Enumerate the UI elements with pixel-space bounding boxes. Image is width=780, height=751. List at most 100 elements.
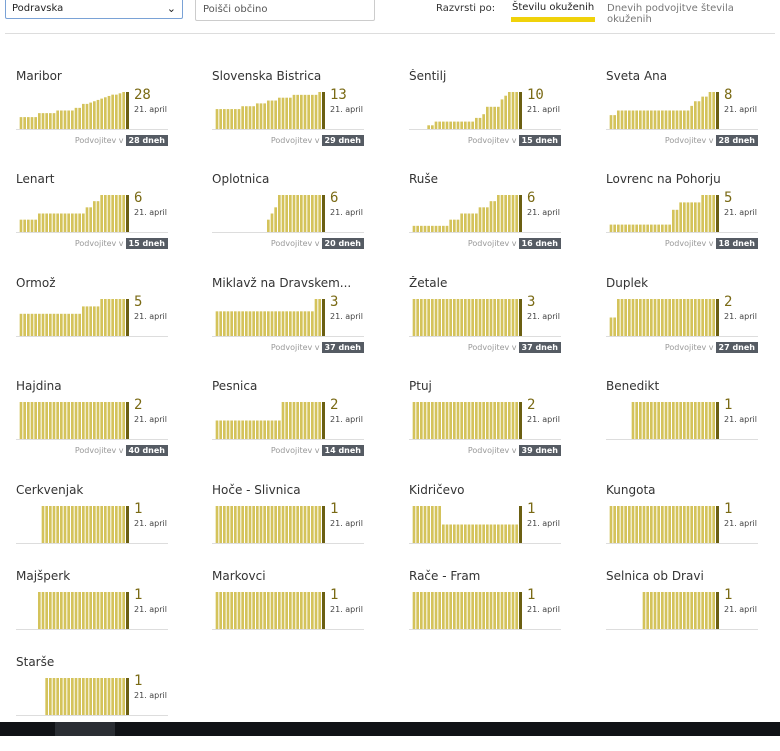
bar — [449, 402, 452, 439]
bar — [245, 506, 248, 543]
municipality-card[interactable]: Slovenska Bistrica 13 21. april Podvojitev … — [212, 69, 372, 165]
municipality-card[interactable]: Oplotnica 6 21. april Podvojitev v 20 dneh — [212, 172, 372, 268]
date-label: 21. april — [134, 605, 167, 614]
doubling-badge: 28 dneh — [125, 135, 168, 146]
municipality-card[interactable]: Rače - Fram 1 21. april — [409, 569, 569, 665]
bar — [219, 506, 222, 543]
bar — [664, 299, 668, 336]
bar — [664, 592, 668, 629]
bar — [511, 592, 515, 629]
bar — [303, 402, 307, 439]
doubling-info: Podvojitev v 16 dneh — [468, 238, 561, 249]
bar — [657, 506, 660, 543]
bar — [311, 311, 314, 336]
bar — [100, 506, 103, 543]
municipality-card[interactable]: Lovrenc na Pohorju 5 21. april Podvojitev v… — [606, 172, 766, 268]
bar — [263, 311, 266, 336]
bar — [274, 506, 277, 543]
bar — [74, 592, 78, 629]
bar — [697, 402, 701, 439]
bar — [318, 299, 321, 336]
municipality-card[interactable]: Cerkvenjak 1 21. april — [16, 483, 176, 579]
bar — [307, 195, 310, 232]
bar — [237, 420, 241, 439]
sort-option-cases[interactable]: Številu okuženih — [511, 1, 596, 22]
bar — [445, 402, 449, 439]
municipality-card[interactable]: Kidričevo 1 21. april — [409, 483, 569, 579]
municipality-card[interactable]: Šentilj 10 21. april Podvojitev v 15 dneh — [409, 69, 569, 165]
bar — [694, 592, 697, 629]
doubling-label: Podvojitev v — [467, 136, 517, 145]
municipality-card[interactable]: Majšperk 1 21. april — [16, 569, 176, 665]
bar — [52, 313, 56, 336]
bar — [41, 506, 45, 543]
bar — [85, 402, 89, 439]
today-marker — [126, 92, 129, 129]
bar — [661, 110, 664, 129]
bar — [690, 402, 693, 439]
municipality-card[interactable]: Benedikt 1 21. april — [606, 379, 766, 475]
search-input[interactable]: Poišči občino — [195, 0, 375, 21]
municipality-card[interactable]: Ptuj 2 21. april Podvojitev v 39 dneh — [409, 379, 569, 475]
bar — [701, 506, 704, 543]
doubling-badge: 14 dneh — [321, 445, 364, 456]
bar — [631, 224, 635, 232]
bar — [71, 313, 74, 336]
municipality-card[interactable]: Hoče - Slivnica 1 21. april — [212, 483, 372, 579]
bar — [617, 110, 620, 129]
bar — [278, 506, 281, 543]
municipality-card[interactable]: Markovci 1 21. april — [212, 569, 372, 665]
bar — [215, 506, 219, 543]
bar — [664, 110, 668, 129]
taskbar-button[interactable] — [55, 722, 115, 736]
bar — [252, 311, 255, 336]
bar — [486, 106, 489, 129]
bar — [45, 506, 48, 543]
bar — [642, 506, 646, 543]
bar — [241, 311, 244, 336]
today-marker — [716, 92, 719, 129]
bar — [215, 311, 219, 336]
municipality-card[interactable]: Selnica ob Dravi 1 21. april — [606, 569, 766, 665]
bar — [115, 592, 118, 629]
municipality-card[interactable]: Sveta Ana 8 21. april Podvojitev v 28 dneh — [606, 69, 766, 165]
case-count: 1 — [724, 397, 733, 413]
date-label: 21. april — [527, 105, 560, 114]
doubling-badge: 40 dneh — [125, 445, 168, 456]
municipality-card[interactable]: Ruše 6 21. april Podvojitev v 16 dneh — [409, 172, 569, 268]
case-count: 6 — [527, 190, 536, 206]
municipality-card[interactable]: Maribor 28 21. april Podvojitev v 28 dneh — [16, 69, 176, 165]
sparkline-chart — [606, 299, 758, 337]
bar — [41, 213, 45, 232]
municipality-card[interactable]: Duplek 2 21. april Podvojitev v 27 dneh — [606, 276, 766, 372]
bar — [96, 678, 100, 715]
bar — [442, 299, 445, 336]
bar — [303, 94, 307, 129]
municipality-card[interactable]: Ormož 5 21. april — [16, 276, 176, 372]
sort-option-doubling[interactable]: Dnevih podvojitve števila okuženih — [607, 3, 734, 25]
bar — [93, 592, 96, 629]
municipality-card[interactable]: Starše 1 21. april — [16, 655, 176, 751]
bar — [118, 592, 122, 629]
municipality-name: Kungota — [606, 483, 656, 497]
municipality-card[interactable]: Lenart 6 21. april Podvojitev v 15 dneh — [16, 172, 176, 268]
bar — [314, 592, 318, 629]
bar — [292, 506, 296, 543]
municipality-card[interactable]: Kungota 1 21. april — [606, 483, 766, 579]
bar — [515, 592, 518, 629]
bar — [508, 592, 511, 629]
bar — [96, 201, 100, 232]
bar — [267, 506, 270, 543]
bar — [453, 402, 456, 439]
municipality-card[interactable]: Miklavž na Dravskem... 3 21. april Podvojit… — [212, 276, 372, 372]
municipality-card[interactable]: Pesnica 2 21. april Podvojitev v 14 dneh — [212, 379, 372, 475]
region-select[interactable]: Podravska ⌄ — [5, 0, 183, 19]
municipality-card[interactable]: Žetale 3 21. april Podvojitev v 37 dneh — [409, 276, 569, 372]
municipality-card[interactable]: Hajdina 2 21. april Podvojitev v 40 dneh — [16, 379, 176, 475]
bar — [289, 506, 292, 543]
bar — [89, 402, 92, 439]
bar — [252, 592, 255, 629]
bar — [613, 115, 616, 130]
bar — [89, 506, 92, 543]
bar — [617, 224, 620, 232]
